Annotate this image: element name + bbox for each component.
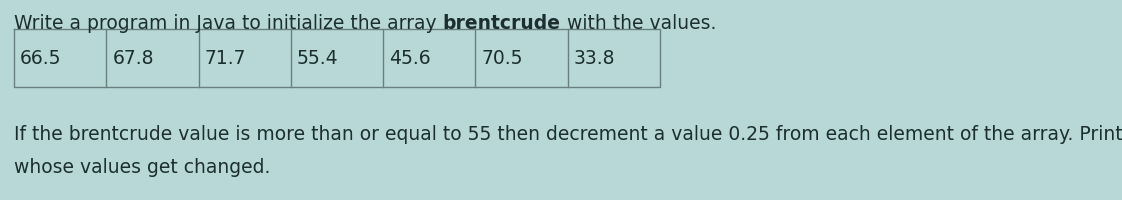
Text: with the values.: with the values. (561, 14, 716, 33)
Text: 33.8: 33.8 (573, 49, 615, 68)
Text: 71.7: 71.7 (204, 49, 246, 68)
Text: whose values get changed.: whose values get changed. (13, 157, 270, 176)
Text: 55.4: 55.4 (297, 49, 339, 68)
Text: 67.8: 67.8 (112, 49, 154, 68)
Text: 66.5: 66.5 (20, 49, 62, 68)
Text: 45.6: 45.6 (389, 49, 431, 68)
Text: brentcrude: brentcrude (442, 14, 561, 33)
Text: Write a program in Java to initialize the array: Write a program in Java to initialize th… (13, 14, 442, 33)
Text: 70.5: 70.5 (481, 49, 523, 68)
Text: If the brentcrude value is more than or equal to 55 then decrement a value 0.25 : If the brentcrude value is more than or … (13, 124, 1122, 143)
